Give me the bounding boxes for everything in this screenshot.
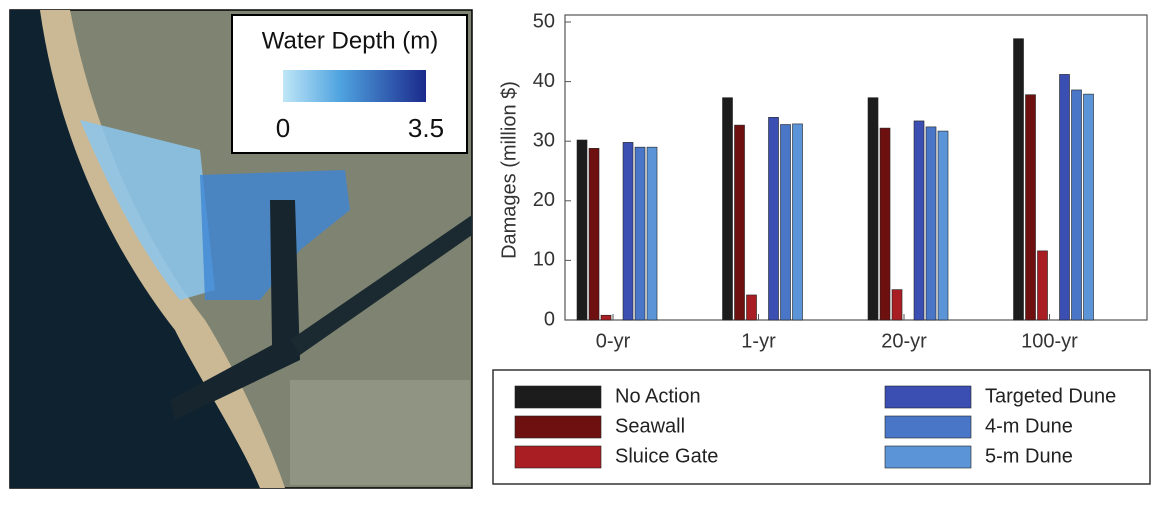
legend-swatch <box>884 445 972 469</box>
bar <box>913 120 925 321</box>
bar <box>1025 94 1036 321</box>
bar <box>780 124 791 321</box>
satellite-map: Water Depth (m) 0 3.5 <box>9 9 473 489</box>
legend-label: Sluice Gate <box>615 445 718 467</box>
bar <box>1013 38 1024 321</box>
plot-frame <box>564 14 1148 321</box>
bar <box>734 124 745 321</box>
y-tick-label: 10 <box>533 249 555 271</box>
x-tick-label: 1-yr <box>741 330 776 352</box>
y-tick-label: 0 <box>544 308 555 330</box>
bar <box>746 294 757 321</box>
flooded-area <box>80 120 215 300</box>
legend-label: Targeted Dune <box>985 385 1116 407</box>
bar <box>1059 74 1070 321</box>
bar <box>879 127 891 321</box>
y-tick-label: 50 <box>533 10 555 32</box>
creek <box>290 215 472 355</box>
bar <box>792 123 803 321</box>
bar <box>622 142 634 321</box>
bar <box>768 117 779 321</box>
y-tick-label: 20 <box>533 189 555 211</box>
y-tick-label: 30 <box>533 129 555 151</box>
urban-area <box>290 380 470 485</box>
bar <box>588 148 600 321</box>
y-tick-label: 40 <box>533 70 555 92</box>
legend-label: 5-m Dune <box>985 445 1073 467</box>
map-legend-title: Water Depth (m) <box>262 27 438 54</box>
legend-label: 4-m Dune <box>985 415 1073 437</box>
bar <box>576 139 588 321</box>
legend-swatch <box>884 415 972 439</box>
bar <box>867 97 879 321</box>
bar <box>1037 250 1048 321</box>
x-tick-label: 20-yr <box>881 330 927 352</box>
legend-swatch <box>514 415 602 439</box>
bar <box>722 97 733 321</box>
bar <box>1071 89 1082 321</box>
x-tick-label: 100-yr <box>1021 330 1078 352</box>
bar <box>646 146 658 321</box>
legend-swatch <box>514 385 602 409</box>
legend-box <box>492 369 1151 485</box>
y-axis-label: Damages (million $) <box>498 81 520 259</box>
bar <box>891 289 903 321</box>
ocean <box>10 10 260 488</box>
bar <box>925 126 937 321</box>
bar <box>937 130 949 321</box>
legend-label: Seawall <box>615 415 685 437</box>
x-tick-label: 0-yr <box>596 330 631 352</box>
bar <box>634 146 646 321</box>
legend-label: No Action <box>615 385 701 407</box>
colorbar-label: 3.5 <box>408 113 444 143</box>
bar <box>600 314 612 321</box>
colorbar <box>283 70 426 102</box>
bar <box>1083 93 1094 321</box>
legend-swatch <box>514 445 602 469</box>
legend-swatch <box>884 385 972 409</box>
channel <box>170 200 300 420</box>
colorbar-label: 0 <box>276 113 290 143</box>
